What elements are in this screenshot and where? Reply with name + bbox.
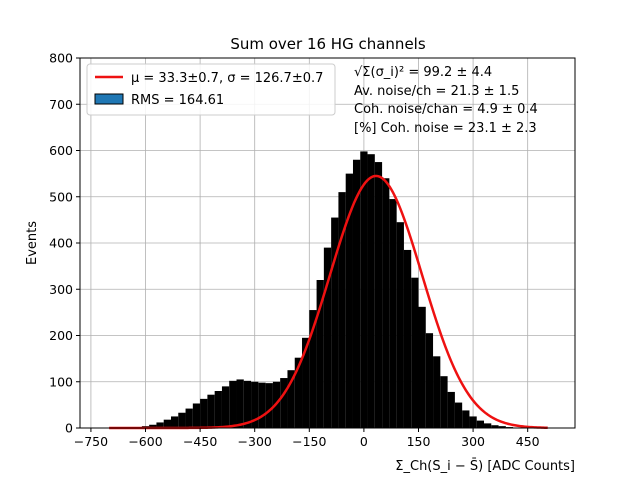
histogram-bar [374,162,383,428]
histogram-bar [498,426,506,428]
histogram-bar [454,402,463,428]
histogram-bar [185,408,193,428]
histogram-bar [200,398,208,428]
histogram-bar [265,383,273,428]
histogram-bar [302,337,310,428]
histogram-bar [214,391,222,428]
histogram-bar [403,249,412,428]
histogram-bar [287,370,295,428]
legend-histogram-label: RMS = 164.61 [131,93,224,108]
x-tick-label: −150 [292,434,326,449]
y-axis-ticks: 0 100 200 300 400 500 600 700 800 [49,51,80,436]
histogram-bar [462,410,470,428]
histogram-bar [382,178,390,428]
histogram-bar [163,419,171,428]
histogram-bar [149,424,157,428]
x-tick-label: 300 [461,434,485,449]
legend-box [86,63,336,116]
histogram-bar [367,154,375,428]
histogram-bar [251,381,259,428]
histogram-bar [243,380,252,428]
annotation-coherent-noise-percent: [%] Coh. noise = 23.1 ± 2.3 [354,121,537,136]
annotation-coherent-noise: Coh. noise/chan = 4.9 ± 0.4 [354,102,538,117]
histogram-bar [418,306,426,428]
x-tick-label: 450 [516,434,540,449]
histogram-bar [345,173,353,428]
legend-histogram-swatch [94,93,124,105]
y-tick-label: 800 [49,51,73,66]
histogram-bar [192,403,201,428]
histogram-bar [309,310,317,428]
histogram-bar [440,376,448,428]
histogram-bar [411,277,419,428]
y-tick-label: 500 [49,189,73,204]
histogram-bar [389,199,397,428]
histogram-bar [236,379,244,428]
histogram-bar [476,420,485,428]
x-axis-ticks: −750 −600 −450 −300 −150 0 150 300 450 [74,428,540,449]
histogram-bar [221,386,230,428]
y-tick-label: 300 [49,282,73,297]
histogram-bar [156,422,164,428]
histogram-bar [425,333,434,428]
annotation-average-noise: Av. noise/ch = 21.3 ± 1.5 [354,84,519,99]
histogram-bar [360,151,368,429]
legend-fit-label: μ = 33.3±0.7, σ = 126.7±0.7 [131,71,323,86]
histogram-bar [469,416,477,428]
x-axis-label: Σ_Ch(S_i − S̄) [ADC Counts] [395,459,575,474]
x-tick-label: 0 [360,434,368,449]
histogram-bar [491,425,499,428]
y-tick-label: 0 [65,421,73,436]
histogram-bar [338,192,346,428]
y-tick-label: 600 [49,143,73,158]
chart-title: Sum over 16 HG channels [230,35,426,53]
y-tick-label: 700 [49,97,73,112]
histogram-bars [127,151,528,429]
y-axis-label: Events [25,221,40,265]
histogram-bar [331,217,339,428]
y-tick-label: 400 [49,236,73,251]
histogram-bar [352,159,361,428]
histogram-bar [433,356,441,428]
x-tick-label: −450 [183,434,217,449]
histogram-bar [280,378,288,428]
x-tick-label: 150 [407,434,431,449]
x-tick-label: −600 [128,434,162,449]
x-tick-label: −750 [74,434,108,449]
x-tick-label: −300 [238,434,272,449]
histogram-bar [207,394,215,428]
histogram-bar [294,357,303,428]
histogram-bar [447,391,455,428]
histogram-bar [316,280,324,428]
y-tick-label: 100 [49,374,73,389]
fit-statistics: √Σ(σ_i)² = 99.2 ± 4.4 Av. noise/ch = 21.… [354,65,538,136]
histogram-bar [396,222,404,428]
histogram-bar [170,416,179,428]
histogram-bar [323,247,332,428]
histogram-bar [178,412,186,428]
y-tick-label: 200 [49,328,73,343]
histogram-bar [484,423,492,428]
histogram-bar [258,382,266,428]
histogram-bar [229,380,237,428]
annotation-sum-sigma: √Σ(σ_i)² = 99.2 ± 4.4 [354,65,492,80]
legend: μ = 33.3±0.7, σ = 126.7±0.7 RMS = 164.61 [86,63,336,116]
